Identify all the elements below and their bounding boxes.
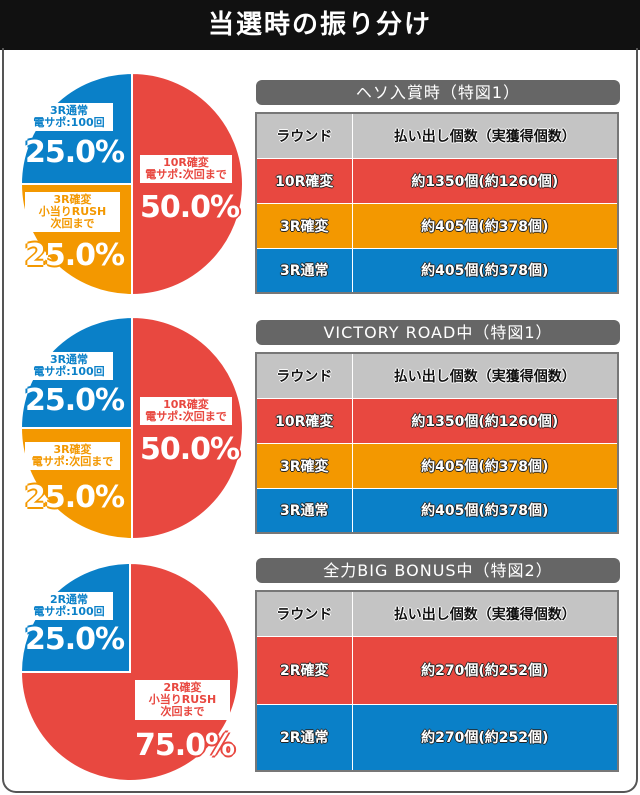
slice-label: 2R通常 電サポ:100回 [25,592,113,620]
table-header-row: ラウンド 払い出し個数（実獲得個数） [255,590,619,637]
cell-payout: 約405個(約378個) [351,442,619,489]
table-row: 2R通常 約270個(約252個) [255,703,619,772]
slice-label: 3R通常 電サポ:100回 [25,103,113,131]
cell-payout: 約405個(約378個) [351,487,619,534]
section-heading: ヘソ入賞時（特図1） [256,80,620,105]
slice-percent: 25.0% [25,238,125,273]
slice-percent: 75.0% [135,728,235,763]
header-payout: 払い出し個数（実獲得個数） [351,112,619,159]
slice-label: 3R確変 電サポ:次回まで [25,442,120,470]
cell-round: 2R通常 [255,703,353,772]
cell-payout: 約1350個(約1260個) [351,397,619,444]
slice-percent: 25.0% [25,383,125,418]
payout-table: ラウンド 払い出し個数（実獲得個数） 10R確変 約1350個(約1260個) 3R確変… [255,352,619,534]
table-row: 3R通常 約405個(約378個) [255,487,619,534]
header-round: ラウンド [255,112,353,159]
cell-round: 3R通常 [255,247,353,294]
slice-label: 3R通常 電サポ:100回 [25,352,113,380]
cell-payout: 約1350個(約1260個) [351,157,619,204]
table-header-row: ラウンド 払い出し個数（実獲得個数） [255,352,619,399]
cell-round: 3R確変 [255,442,353,489]
content-frame [2,48,638,793]
table-header-row: ラウンド 払い出し個数（実獲得個数） [255,112,619,159]
slice-percent: 25.0% [25,480,125,515]
slice-label: 3R確変 小当りRUSH 次回まで [25,192,120,232]
slice-percent: 25.0% [25,135,125,170]
pie-slice-red [131,315,244,541]
header-payout: 払い出し個数（実獲得個数） [351,352,619,399]
table-row: 2R確変 約270個(約252個) [255,635,619,705]
cell-round: 3R通常 [255,487,353,534]
header-round: ラウンド [255,352,353,399]
slice-percent: 25.0% [25,622,125,657]
header-payout: 払い出し個数（実獲得個数） [351,590,619,637]
slice-label: 2R確変 小当りRUSH 次回まで [135,680,230,720]
slice-percent: 50.0% [140,190,240,225]
page-title: 当選時の振り分け [0,0,640,50]
cell-payout: 約270個(約252個) [351,703,619,772]
payout-table: ラウンド 払い出し個数（実獲得個数） 10R確変 約1350個(約1260個) 3R確変… [255,112,619,294]
header-round: ラウンド [255,590,353,637]
cell-payout: 約270個(約252個) [351,635,619,705]
slice-percent: 50.0% [140,432,240,467]
payout-table: ラウンド 払い出し個数（実獲得個数） 2R確変 約270個(約252個) 2R通常 約27… [255,590,619,772]
table-row: 3R確変 約405個(約378個) [255,202,619,249]
cell-round: 10R確変 [255,157,353,204]
pie-slice-red [131,71,244,297]
section-heading: VICTORY ROAD中（特図1） [256,320,620,345]
table-row: 3R確変 約405個(約378個) [255,442,619,489]
slice-label: 10R確変 電サポ:次回まで [140,397,232,425]
cell-round: 10R確変 [255,397,353,444]
slice-label: 10R確変 電サポ:次回まで [140,155,232,183]
section-heading: 全力BIG BONUS中（特図2） [256,558,620,583]
cell-payout: 約405個(約378個) [351,202,619,249]
table-row: 10R確変 約1350個(約1260個) [255,157,619,204]
cell-payout: 約405個(約378個) [351,247,619,294]
cell-round: 2R確変 [255,635,353,705]
table-row: 10R確変 約1350個(約1260個) [255,397,619,444]
cell-round: 3R確変 [255,202,353,249]
table-row: 3R通常 約405個(約378個) [255,247,619,294]
